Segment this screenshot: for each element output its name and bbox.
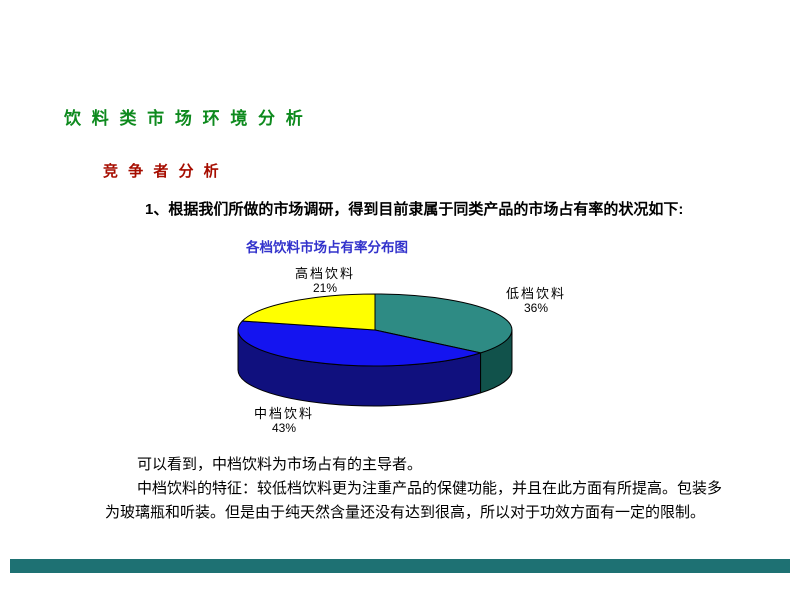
pie-label-high-tier: 高档饮料 21% [288, 266, 362, 296]
pie-slice-low-tier [374, 293, 513, 354]
pie-slice-mid-tier [237, 320, 482, 367]
pie-label-low-tier: 低档饮料 36% [496, 286, 576, 316]
pie-label-mid-tier-name: 中档饮料 [253, 406, 314, 421]
pie-label-low-tier-pct: 36% [523, 301, 549, 315]
bottom-bar-decoration [10, 559, 790, 573]
pie-label-mid-tier: 中档饮料 43% [247, 406, 321, 436]
pie-slice-high-tier [241, 293, 376, 331]
pie-label-high-tier-name: 高档饮料 [294, 266, 355, 281]
body-text-line-1: 可以看到，中档饮料为市场占有的主导者。 [137, 456, 423, 473]
pie-label-high-tier-pct: 21% [312, 281, 338, 295]
pie-label-low-tier-name: 低档饮料 [505, 286, 566, 301]
section-subtitle: 竞 争 者 分 析 [103, 163, 222, 180]
body-text-line-3: 为玻璃瓶和听装。但是由于纯天然含量还没有达到很高，所以对于功效方面有一定的限制。 [105, 504, 706, 521]
chart-title: 各档饮料市场占有率分布图 [246, 240, 408, 255]
pie-chart [237, 293, 513, 407]
body-text-line-2: 中档饮料的特征：较低档饮料更为注重产品的保健功能，并且在此方面有所提高。包装多 [137, 480, 723, 497]
page-title: 饮 料 类 市 场 环 境 分 析 [64, 109, 306, 128]
pie-label-mid-tier-pct: 43% [271, 421, 297, 435]
intro-text: 1、根据我们所做的市场调研，得到目前隶属于同类产品的市场占有率的状况如下: [145, 201, 684, 218]
